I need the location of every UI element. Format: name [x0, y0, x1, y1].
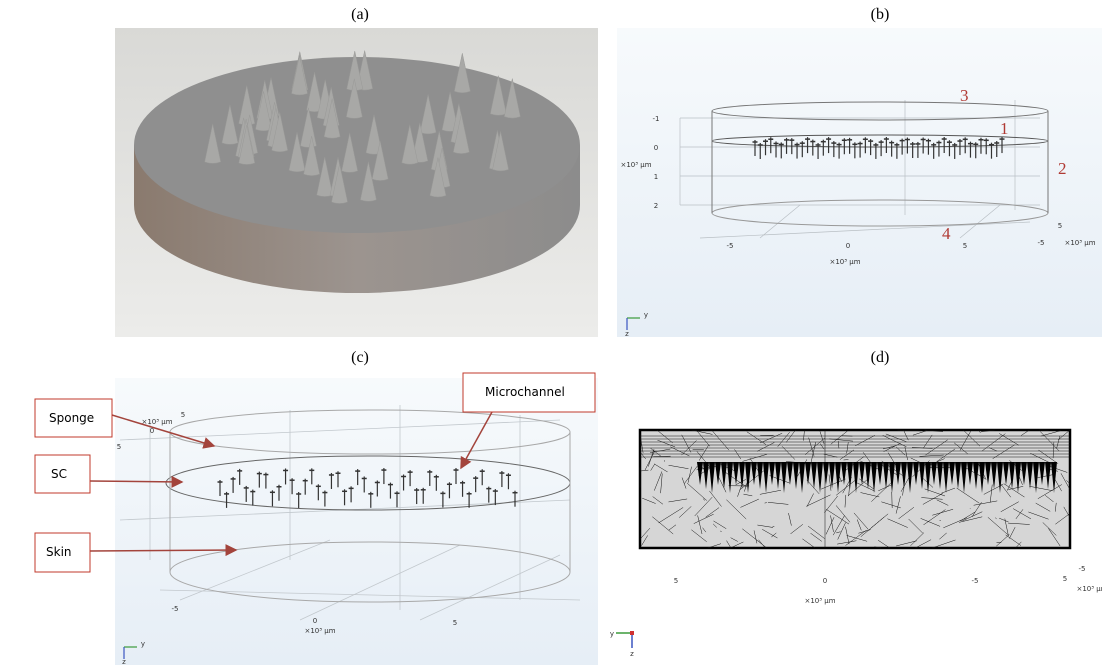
region-label: 4 — [942, 224, 951, 243]
axis-tick: 0 — [846, 242, 850, 250]
axis-tick: 0 — [654, 144, 658, 152]
axis-tick: -5 — [1038, 239, 1045, 247]
callout-label: Sponge — [49, 411, 94, 425]
axis-tick: 1 — [654, 173, 658, 181]
axis-tick: 5 — [674, 577, 678, 585]
axis-tick: 2 — [654, 202, 658, 210]
callout-label: Skin — [46, 545, 72, 559]
axis-name: z — [630, 650, 634, 658]
region-label: 3 — [960, 86, 969, 105]
figure: (a) (b) (c) (d) 3 1 2 4 -1 0 — [0, 0, 1102, 665]
panel-background — [115, 378, 598, 665]
region-label: 2 — [1058, 159, 1067, 178]
panel-label: (b) — [871, 6, 890, 23]
axis-tick: -1 — [653, 115, 660, 123]
axis-name: y — [610, 630, 614, 638]
axis-unit: ×10³ µm — [304, 627, 335, 635]
axis-name: z — [625, 330, 629, 338]
panel-label: (d) — [871, 349, 890, 366]
axis-unit: ×10³ µm — [1064, 239, 1095, 247]
callout-label: SC — [51, 467, 67, 481]
axis-unit: ×10³ µm — [804, 597, 835, 605]
axis-tick: -5 — [1079, 565, 1086, 573]
callout-label: Microchannel — [485, 385, 565, 399]
axis-name: y — [141, 640, 145, 648]
axis-name: y — [644, 311, 648, 319]
axis-tick: 5 — [453, 619, 457, 627]
panel-b: 3 1 2 4 -1 0 1 2 ×10³ µm -5 0 5 ×10³ µm … — [617, 28, 1102, 338]
panel-background — [617, 28, 1102, 337]
axis-tick: -5 — [972, 577, 979, 585]
axis-tick: 5 — [181, 411, 185, 419]
axis-unit: ×10³ µm — [829, 258, 860, 266]
panel-label: (a) — [351, 6, 369, 23]
axis-tick: 5 — [963, 242, 967, 250]
axis-tick: 0 — [313, 617, 317, 625]
axis-tick: -5 — [172, 605, 179, 613]
panel-d: 5 0 -5 5 -5 ×10³ µm ×10³ µm y z — [608, 378, 1102, 665]
region-label: 1 — [1000, 119, 1009, 138]
axis-unit: ×10³ µm — [620, 161, 651, 169]
axis-tick: 5 — [1063, 575, 1067, 583]
axis-unit: ×10³ µm — [1076, 585, 1102, 593]
axis-tick: 0 — [823, 577, 827, 585]
axis-tick: 5 — [117, 443, 121, 451]
panel-c: 5 0 5 ×10³ µm -5 0 5 ×10³ µm y z Sponge … — [35, 373, 598, 665]
panel-label: (c) — [351, 349, 369, 366]
panel-a — [115, 28, 598, 337]
axis-name: z — [122, 658, 126, 665]
axis-tick: -5 — [727, 242, 734, 250]
axis-tick: 5 — [1058, 222, 1062, 230]
